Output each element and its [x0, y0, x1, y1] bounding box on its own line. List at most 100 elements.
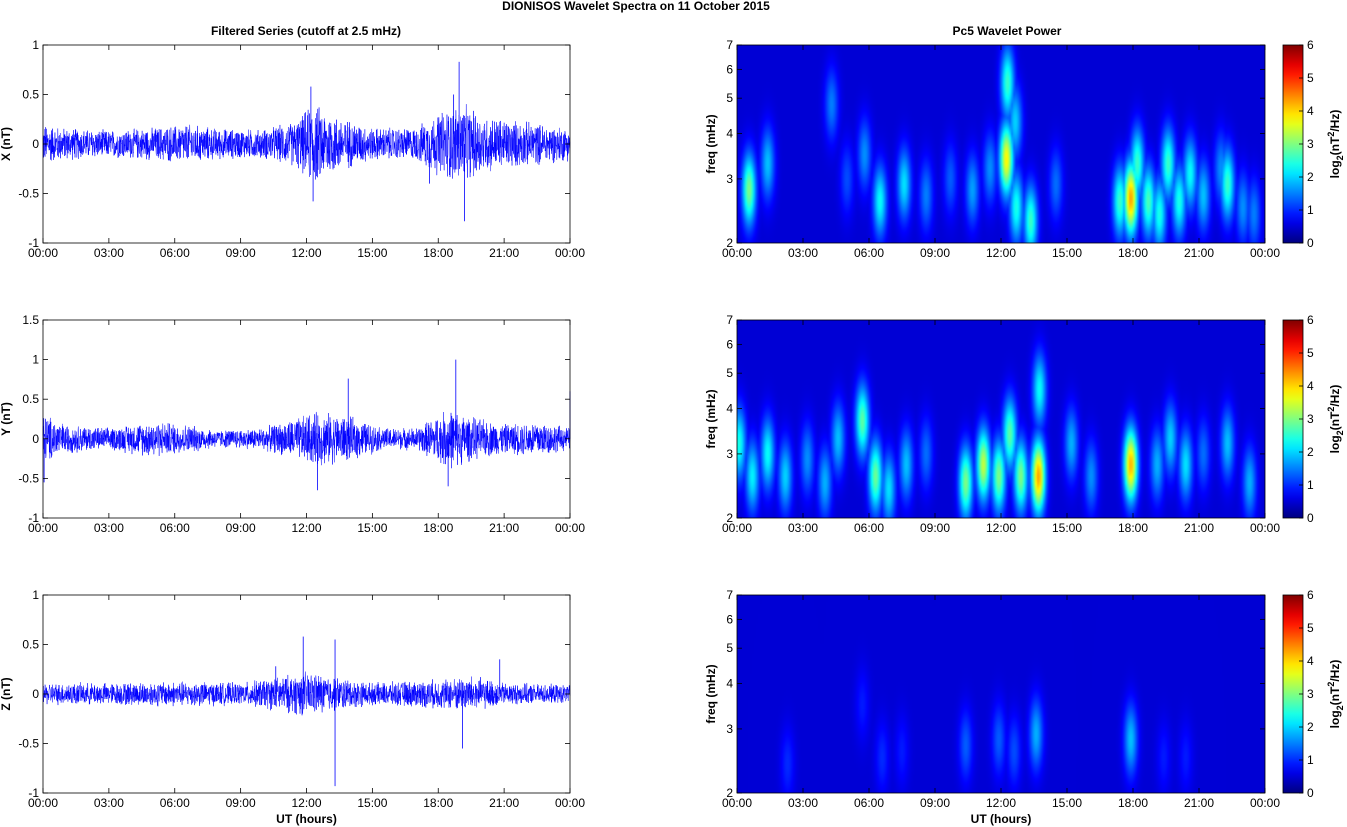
y-tick-label: 5: [726, 641, 733, 655]
colorbar-tick-label: 5: [1307, 621, 1314, 635]
colorbar-tick-label: 3: [1307, 687, 1314, 701]
x-tick-label: 21:00: [489, 246, 519, 260]
y-tick-label: 0: [32, 687, 39, 701]
x-tick-label: 03:00: [94, 796, 124, 810]
x-tick-label: 03:00: [788, 521, 818, 535]
y-tick-label: 6: [726, 612, 733, 626]
y-tick-label: -1: [28, 236, 39, 250]
y-tick-label: 4: [726, 676, 733, 690]
wavelet-panel-x: 00:00 03:00 06:00 09:00 12:00 15:00 18:00 21:00…: [704, 38, 1345, 260]
x-tick-label: 00:00: [722, 521, 752, 535]
x-tick-label: 18:00: [1118, 796, 1148, 810]
y-tick-label: 0: [32, 432, 39, 446]
x-tick-label: 00:00: [1250, 796, 1280, 810]
y-axis-label: freq (mHz): [704, 114, 718, 173]
x-tick-label: 12:00: [986, 796, 1016, 810]
y-tick-label: 0: [32, 137, 39, 151]
x-axis-label: UT (hours): [276, 812, 337, 826]
x-tick-label: 12:00: [986, 521, 1016, 535]
colorbar-tick-label: 2: [1307, 445, 1314, 459]
y-axis-label: X (nT): [0, 127, 13, 161]
colorbar-tick-label: 1: [1307, 478, 1314, 492]
colorbar-tick-label: 0: [1307, 236, 1314, 250]
colorbar-tick-label: 4: [1307, 654, 1314, 668]
x-axis-label: UT (hours): [971, 812, 1032, 826]
x-tick-label: 15:00: [1052, 796, 1082, 810]
x-tick-label: 18:00: [423, 521, 453, 535]
colorbar-tick-label: 6: [1307, 38, 1314, 52]
colorbar-tick-label: 4: [1307, 379, 1314, 393]
colorbar-tick-label: 0: [1307, 511, 1314, 525]
x-tick-label: 00:00: [28, 796, 58, 810]
x-tick-label: 00:00: [555, 796, 585, 810]
x-tick-label: 03:00: [94, 246, 124, 260]
x-tick-label: 03:00: [788, 246, 818, 260]
y-tick-label: 6: [726, 62, 733, 76]
x-tick-label: 00:00: [722, 796, 752, 810]
y-tick-label: 7: [726, 38, 733, 52]
wavelet-power-image: [737, 45, 1265, 243]
y-tick-label: 3: [726, 172, 733, 186]
timeseries-panel-y: 00:00 03:00 06:00 09:00 12:00 15:00 18:00 21:00…: [0, 313, 585, 535]
y-tick-label: 6: [726, 337, 733, 351]
x-tick-label: 00:00: [722, 246, 752, 260]
y-tick-label: -1: [28, 786, 39, 800]
wavelet-panel-y: 00:00 03:00 06:00 09:00 12:00 15:00 18:00 21:00…: [704, 313, 1345, 535]
y-tick-label: 4: [726, 126, 733, 140]
colorbar-label: log2(nT2/Hz): [1326, 110, 1345, 179]
y-tick-label: -1: [28, 511, 39, 525]
x-tick-label: 06:00: [854, 796, 884, 810]
x-tick-label: 00:00: [28, 246, 58, 260]
timeseries-panel-x: 00:00 03:00 06:00 09:00 12:00 15:00 18:00 21:00…: [0, 38, 585, 260]
y-tick-label: 2: [726, 511, 733, 525]
x-tick-label: 09:00: [226, 796, 256, 810]
y-tick-label: 1.5: [22, 313, 39, 327]
colorbar-tick-label: 6: [1307, 313, 1314, 327]
y-axis-label: Z (nT): [0, 677, 13, 710]
x-tick-label: 09:00: [920, 796, 950, 810]
x-tick-label: 21:00: [489, 796, 519, 810]
x-tick-label: 06:00: [854, 246, 884, 260]
colorbar-tick-label: 0: [1307, 786, 1314, 800]
x-tick-label: 03:00: [94, 521, 124, 535]
x-tick-label: 00:00: [555, 246, 585, 260]
colorbar-tick-label: 1: [1307, 203, 1314, 217]
colorbar-tick-label: 3: [1307, 412, 1314, 426]
x-tick-label: 15:00: [357, 246, 387, 260]
x-tick-label: 12:00: [986, 246, 1016, 260]
y-tick-label: -0.5: [18, 737, 39, 751]
x-tick-label: 09:00: [920, 521, 950, 535]
x-tick-label: 00:00: [555, 521, 585, 535]
x-tick-label: 09:00: [226, 246, 256, 260]
y-tick-label: 2: [726, 236, 733, 250]
x-tick-label: 21:00: [1184, 796, 1214, 810]
y-tick-label: 1: [32, 353, 39, 367]
colorbar-label: log2(nT2/Hz): [1326, 660, 1345, 729]
x-tick-label: 12:00: [291, 796, 321, 810]
y-tick-label: 2: [726, 786, 733, 800]
y-tick-label: 1: [32, 588, 39, 602]
x-tick-label: 15:00: [357, 796, 387, 810]
colorbar-tick-label: 6: [1307, 588, 1314, 602]
x-tick-label: 15:00: [357, 521, 387, 535]
series-trace-y: [42, 411, 571, 469]
colorbar-tick-label: 3: [1307, 137, 1314, 151]
wavelet-panel-z: 00:00 03:00 06:00 09:00 12:00 15:00 18:00 21:00…: [704, 588, 1345, 826]
y-tick-label: 0.5: [22, 88, 39, 102]
x-tick-label: 15:00: [1052, 246, 1082, 260]
y-tick-label: 7: [726, 313, 733, 327]
y-axis-label: Y (nT): [0, 402, 13, 436]
y-tick-label: 5: [726, 91, 733, 105]
series-trace-x: [42, 104, 571, 180]
x-tick-label: 18:00: [423, 246, 453, 260]
colorbar-tick-label: 2: [1307, 720, 1314, 734]
figure-title: DIONISOS Wavelet Spectra on 11 October 2…: [502, 0, 770, 13]
colorbar-tick-label: 2: [1307, 170, 1314, 184]
y-tick-label: 4: [726, 401, 733, 415]
panels: 00:00 03:00 06:00 09:00 12:00 15:00 18:00 21:00…: [0, 38, 1345, 826]
x-tick-label: 21:00: [1184, 246, 1214, 260]
x-tick-label: 18:00: [1118, 521, 1148, 535]
series-trace-z: [42, 671, 571, 716]
wavelet-power-image: [737, 320, 1265, 518]
